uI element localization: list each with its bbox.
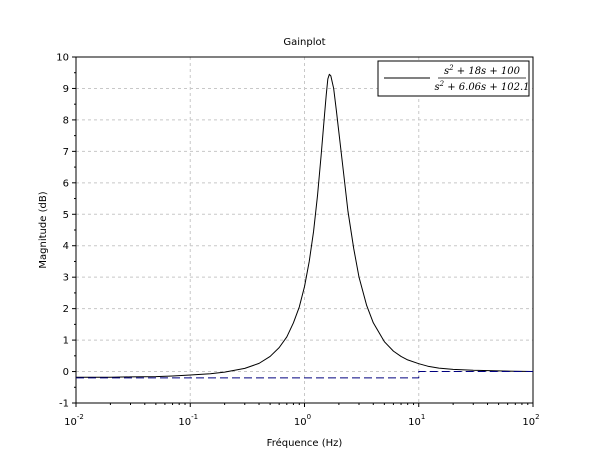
gain-curve-line (76, 73, 534, 378)
x-tick-label: 102 (522, 413, 539, 428)
asymptote-dashed-line (76, 371, 533, 379)
x-axis-label: Fréquence (Hz) (267, 437, 343, 449)
y-tick-label: 0 (63, 367, 69, 378)
y-tick-label: 7 (63, 147, 69, 158)
y-tick-label: 3 (63, 273, 69, 284)
x-tick-label: 100 (294, 413, 311, 428)
x-tick-labels: 10-2 10-1 100 101 102 (64, 413, 539, 428)
chart-title: Gainplot (283, 37, 325, 48)
legend-denominator: s2 + 6.06s + 102.1 (434, 80, 529, 93)
y-tick-labels: -1 0 1 2 3 4 5 6 7 8 9 10 (56, 53, 69, 410)
y-tick-label: 5 (63, 210, 69, 221)
x-tick-label: 10-1 (178, 413, 198, 428)
y-tick-label: 6 (63, 178, 69, 189)
y-tick-label: 9 (63, 84, 69, 95)
axis-ticks (72, 56, 534, 407)
y-tick-label: 8 (63, 115, 69, 126)
y-axis-label: Magnitude (dB) (38, 191, 49, 268)
y-tick-label: 2 (63, 304, 69, 315)
x-tick-label: 101 (408, 413, 425, 428)
legend: s2 + 18s + 100 s2 + 6.06s + 102.1 (377, 60, 530, 97)
grid-lines (76, 57, 533, 403)
y-tick-label: 4 (63, 241, 69, 252)
legend-numerator: s2 + 18s + 100 (444, 64, 521, 77)
series-layer (76, 73, 534, 379)
y-tick-label: -1 (59, 399, 69, 410)
y-tick-label: 10 (56, 53, 69, 64)
x-tick-label: 10-2 (64, 413, 84, 428)
y-tick-label: 1 (63, 336, 69, 347)
